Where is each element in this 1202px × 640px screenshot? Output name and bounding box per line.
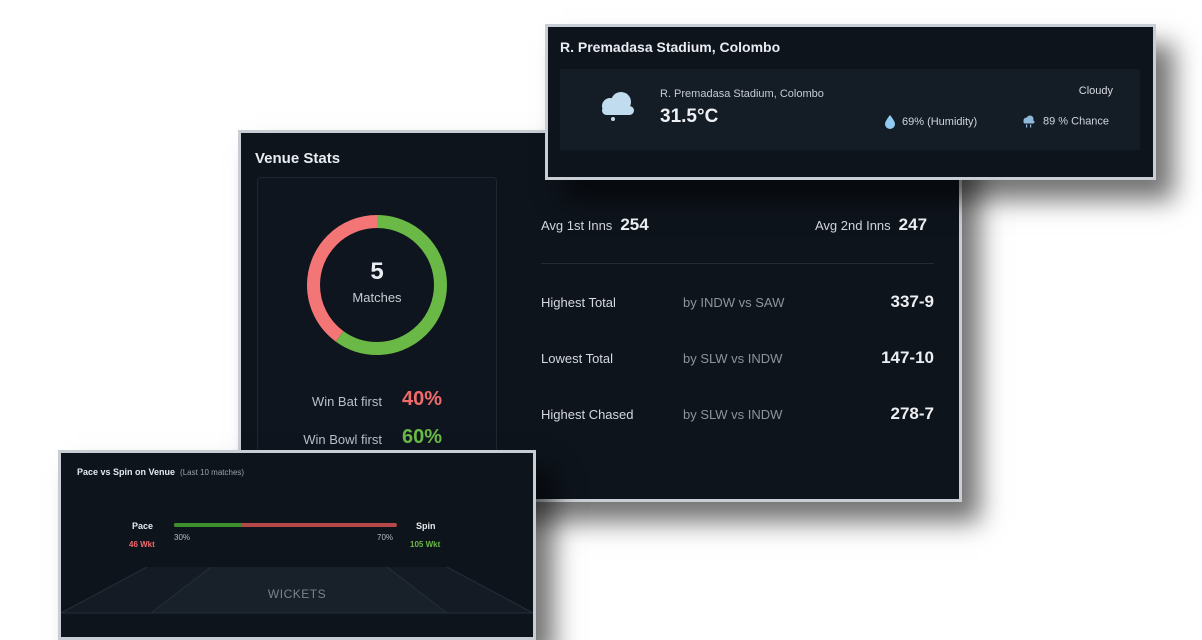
highest-total-row: Highest Total by INDW vs SAW 337-9 bbox=[541, 289, 934, 313]
stat-by: by SLW vs INDW bbox=[683, 351, 783, 366]
stat-value: 147-10 bbox=[881, 348, 934, 367]
weather-temperature: 31.5°C bbox=[660, 106, 719, 127]
avg-1st-value: 254 bbox=[620, 215, 649, 234]
win-ratio-donut-chart bbox=[307, 215, 447, 355]
cloud-icon bbox=[602, 92, 634, 121]
matches-count: 5 bbox=[370, 258, 384, 285]
stat-value: 337-9 bbox=[890, 292, 934, 311]
stat-label: Highest Chased bbox=[541, 407, 634, 422]
pace-vs-spin-panel: Pace vs Spin on Venue (Last 10 matches) P… bbox=[58, 450, 536, 640]
highest-chased-row: Highest Chased by SLW vs INDW 278-7 bbox=[541, 401, 934, 425]
pace-spin-title: Pace vs Spin on Venue (Last 10 matches) bbox=[77, 467, 244, 477]
humidity-text: 69% (Humidity) bbox=[902, 115, 978, 128]
water-drop-icon bbox=[885, 115, 895, 129]
wickets-label: WICKETS bbox=[267, 587, 327, 601]
pace-label: Pace bbox=[132, 521, 154, 531]
win-bowl-first-value: 60% bbox=[402, 426, 443, 448]
stat-label: Lowest Total bbox=[541, 351, 614, 366]
stat-by: by SLW vs INDW bbox=[683, 407, 783, 422]
win-bat-first-value: 40% bbox=[402, 388, 443, 410]
pace-percent: 30% bbox=[174, 533, 191, 542]
pace-spin-bar bbox=[174, 523, 397, 527]
stat-by: by INDW vs SAW bbox=[683, 295, 785, 310]
spin-wickets: 105 Wkt bbox=[410, 540, 441, 549]
pace-bar-fill bbox=[174, 523, 241, 527]
avg-1st-label: Avg 1st Inns bbox=[541, 218, 613, 233]
pace-spin-subtitle: (Last 10 matches) bbox=[180, 468, 245, 477]
pitch-field-graphic bbox=[61, 567, 533, 614]
venue-stats-panel: Venue Stats 5 Matches Win Bat first 40% … bbox=[238, 130, 962, 502]
avg-2nd-innings: Avg 2nd Inns 247 bbox=[815, 215, 927, 235]
rain-chance-text: 89 % Chance bbox=[1043, 115, 1110, 128]
stat-label: Highest Total bbox=[541, 295, 616, 310]
weather-panel: R. Premadasa Stadium, Colombo R. Premada… bbox=[545, 24, 1156, 180]
rain-cloud-icon bbox=[1023, 115, 1035, 128]
weather-condition: Cloudy bbox=[1078, 85, 1113, 97]
weather-location: R. Premadasa Stadium, Colombo bbox=[660, 88, 824, 100]
win-ratio-card: 5 Matches Win Bat first 40% Win Bowl fir… bbox=[257, 177, 497, 499]
pace-wickets: 46 Wkt bbox=[129, 540, 155, 549]
avg-2nd-value: 247 bbox=[898, 215, 928, 234]
divider bbox=[541, 263, 934, 264]
win-bat-first-label: Win Bat first bbox=[311, 394, 382, 409]
spin-label: Spin bbox=[416, 521, 436, 531]
humidity-info: 69% (Humidity) bbox=[885, 115, 977, 129]
lowest-total-row: Lowest Total by SLW vs INDW 147-10 bbox=[541, 345, 934, 369]
bat-first-arc bbox=[307, 215, 447, 355]
avg-1st-innings: Avg 1st Inns 254 bbox=[541, 215, 649, 235]
weather-card: R. Premadasa Stadium, Colombo 31.5°C Clo… bbox=[560, 69, 1140, 150]
stat-value: 278-7 bbox=[890, 404, 934, 423]
venue-stats-title: Venue Stats bbox=[255, 150, 341, 167]
win-bowl-first-label: Win Bowl first bbox=[303, 432, 382, 447]
weather-title: R. Premadasa Stadium, Colombo bbox=[560, 39, 781, 55]
spin-percent: 70% bbox=[377, 533, 394, 542]
matches-label: Matches bbox=[352, 290, 402, 305]
pace-spin-title-text: Pace vs Spin on Venue bbox=[77, 467, 176, 477]
rain-chance-info: 89 % Chance bbox=[1022, 115, 1109, 128]
avg-2nd-label: Avg 2nd Inns bbox=[815, 218, 891, 233]
